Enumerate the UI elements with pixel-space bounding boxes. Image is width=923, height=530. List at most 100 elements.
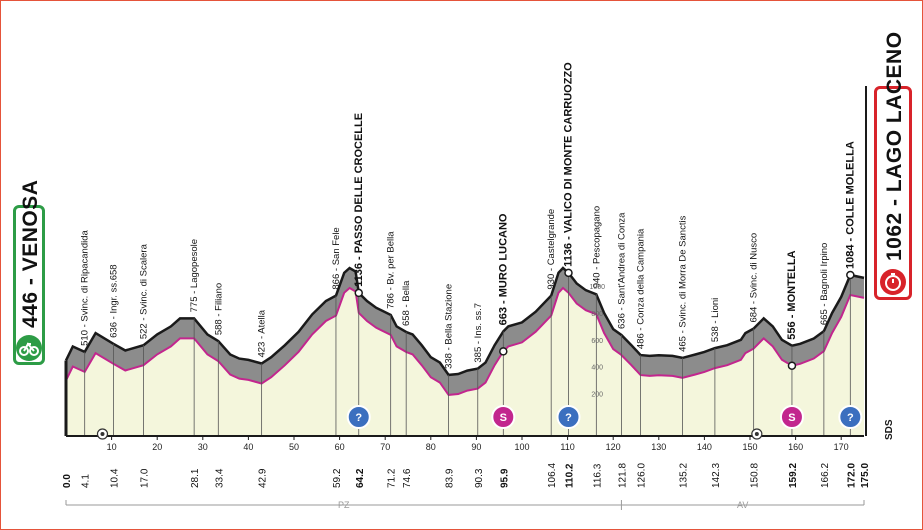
gps-icon (838, 405, 863, 429)
climb-dot (846, 270, 855, 280)
km-marker-label: 150.8 (750, 463, 761, 488)
province-label-av: AV (737, 500, 748, 510)
waypoint-label: 1084 - COLLE MOLELLA (844, 141, 856, 269)
km-marker-label: 166.2 (820, 463, 831, 488)
waypoint-label: 556 - MONTELLA (786, 250, 798, 339)
profile-outline (64, 266, 865, 377)
waypoint-label: 1136 - PASSO DELLE CROCELLE (353, 113, 365, 287)
km-marker-label: 90.3 (474, 468, 485, 488)
km-marker-label: 28.1 (190, 468, 201, 488)
km-marker-label: 4.1 (81, 474, 92, 488)
waypoint-label: 930 - Castelgrande (546, 209, 557, 290)
waypoint-label: 786 - Bv. per Bella (386, 231, 397, 309)
waypoint-label: 775 - Lagopesole (189, 239, 200, 312)
distance-tick-label: 120 (606, 442, 621, 452)
km-marker-label: 110.2 (565, 463, 576, 488)
altitude-tick-label: 200 (591, 391, 603, 398)
km-marker-label: 142.3 (711, 463, 722, 488)
km-marker-label: 159.2 (788, 463, 799, 488)
waypoint-label: 1136 - VALICO DI MONTE CARRUOZZO (563, 62, 575, 267)
waypoint-label: 636 - Sant'Andrea di Conza (616, 212, 627, 329)
km-marker-label: 33.4 (214, 468, 225, 488)
waypoint-label: 338 - Bella Stazione (444, 284, 455, 369)
waypoint-label: 423 - Atella (257, 309, 268, 357)
km-marker-label: 0.0 (62, 474, 73, 488)
distance-tick-label: 170 (834, 442, 849, 452)
feed-zone-icon-dot (754, 432, 759, 436)
finish-badge: 1062 - LAGO LACENO (874, 31, 912, 300)
valley-fill (66, 288, 864, 436)
sprint-icon (779, 405, 804, 429)
km-marker-label: 17.0 (140, 468, 151, 488)
distance-tick-label: 10 (107, 442, 117, 452)
distance-tick-label: 40 (243, 442, 253, 452)
marker-glyph: ? (355, 412, 362, 424)
distance-tick-label: 90 (471, 442, 481, 452)
km-marker-label: 71.2 (387, 468, 398, 488)
province-label-pz: PZ (338, 500, 350, 510)
km-marker-label: 42.9 (258, 468, 269, 488)
altitude-tick-label: 400 (591, 365, 603, 372)
distance-tick-label: 30 (198, 442, 208, 452)
gps-icon (556, 405, 581, 429)
distance-tick-label: 100 (514, 442, 529, 452)
distance-tick-label: 50 (289, 442, 299, 452)
climb-dot (499, 347, 508, 356)
marker-glyph: S (500, 412, 507, 424)
finish-name: LAGO LACENO (883, 31, 906, 193)
waypoint-label: 940 - Pescopagano (591, 206, 602, 288)
climb-dot (564, 268, 573, 278)
km-marker-label: 116.3 (592, 463, 603, 488)
waypoint-label: 663 - MURO LUCANO (497, 213, 509, 325)
waypoint-label: 588 - Filiano (213, 283, 224, 335)
distance-tick-label: 110 (560, 442, 574, 452)
km-marker-label: 83.9 (445, 468, 456, 488)
climb-dot (354, 288, 364, 298)
distance-tick-label: 130 (651, 442, 666, 452)
sprint-icon (491, 405, 516, 429)
km-marker-label: 135.2 (679, 463, 690, 488)
distance-tick-label: 20 (152, 442, 162, 452)
waypoint-label: 636 - Ingr. ss.658 (108, 264, 119, 337)
altitude-tick-label: 1000 (589, 284, 605, 291)
marker-glyph: ? (565, 412, 572, 424)
distance-tick-label: 70 (380, 442, 390, 452)
stopwatch-icon (880, 269, 906, 295)
start-title: 446 - VENOSA (19, 179, 42, 328)
km-marker-label: 126.0 (637, 463, 648, 488)
waypoint-label: 684 - Svinc. di Nusco (749, 233, 760, 323)
waypoint-label: 486 - Conza della Campania (636, 228, 647, 349)
distance-tick-label: 160 (788, 442, 803, 452)
km-marker-label: 64.2 (355, 468, 366, 488)
waypoint-label: 465 - Svinc. di Morra De Sanctis (678, 215, 689, 351)
road-line (65, 286, 865, 396)
altitude-tick-label: 600 (591, 338, 603, 345)
sds-label: SDS (884, 419, 895, 440)
feed-zone-icon-dot (100, 432, 105, 436)
waypoint-label: 522 - Svinc. di Scalera (139, 243, 150, 339)
start-name: VENOSA (19, 179, 42, 272)
climb-dot (787, 361, 797, 370)
marker-glyph: S (788, 412, 795, 424)
waypoint-label: 658 - Bella (401, 280, 412, 326)
distance-tick-label: 150 (742, 442, 757, 452)
km-marker-label: 10.4 (109, 468, 120, 488)
distance-tick-label: 60 (335, 442, 345, 452)
km-marker-label: 121.8 (617, 463, 628, 488)
km-marker-label: 59.2 (332, 468, 343, 488)
start-badge: 446 - VENOSA (13, 180, 45, 365)
altitude-tick-label: 800 (591, 311, 603, 318)
start-elevation: 446 (19, 291, 42, 328)
km-marker-label: 175.0 (860, 463, 871, 488)
waypoint-label: 385 - Ins. ss.7 (473, 303, 484, 363)
bicycle-icon (16, 335, 42, 361)
km-marker-label: 95.9 (499, 468, 510, 488)
waypoint-label: 866 - San Fele (331, 227, 342, 289)
km-marker-label: 74.6 (402, 468, 413, 488)
waypoint-label: 538 - Lioni (710, 298, 721, 342)
finish-title: 1062 - LAGO LACENO (883, 31, 906, 261)
finish-elevation: 1062 (883, 212, 906, 261)
km-marker-label: 172.0 (846, 463, 857, 488)
waypoint-label: 510 - Svinc. di Ripacandida (80, 229, 91, 345)
